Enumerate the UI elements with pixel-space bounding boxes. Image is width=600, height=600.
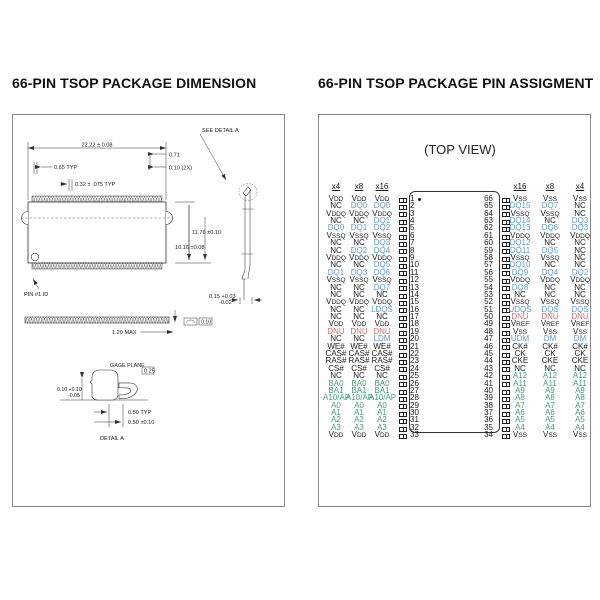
svg-text:SEE DETAIL A: SEE DETAIL A	[202, 128, 239, 134]
svg-text:0.65 TYP: 0.65 TYP	[54, 165, 77, 171]
svg-text:0.10: 0.10	[201, 320, 211, 326]
svg-text:0.25: 0.25	[144, 369, 155, 375]
svg-text:-0.05: -0.05	[68, 393, 80, 399]
svg-text:22.22 ± 0.08: 22.22 ± 0.08	[81, 143, 112, 149]
svg-text:0.80 TYP: 0.80 TYP	[128, 410, 151, 416]
svg-text:DETAIL A: DETAIL A	[100, 436, 124, 442]
svg-text:1.20 MAX: 1.20 MAX	[112, 330, 137, 336]
svg-text:10.16 ±0.08: 10.16 ±0.08	[175, 245, 205, 251]
svg-text:0.71: 0.71	[169, 153, 180, 159]
svg-text:0.32 ± .075 TYP: 0.32 ± .075 TYP	[75, 182, 116, 188]
svg-text:-0.02: -0.02	[219, 300, 232, 306]
svg-text:GAGE PLANE: GAGE PLANE	[110, 363, 145, 369]
svg-text:11.76 ±0.10: 11.76 ±0.10	[192, 230, 221, 236]
svg-text:0.50 ±0.10: 0.50 ±0.10	[128, 420, 154, 426]
svg-text:PIN #1 ID: PIN #1 ID	[24, 292, 48, 298]
svg-text:0.10 (2X): 0.10 (2X)	[169, 166, 192, 172]
